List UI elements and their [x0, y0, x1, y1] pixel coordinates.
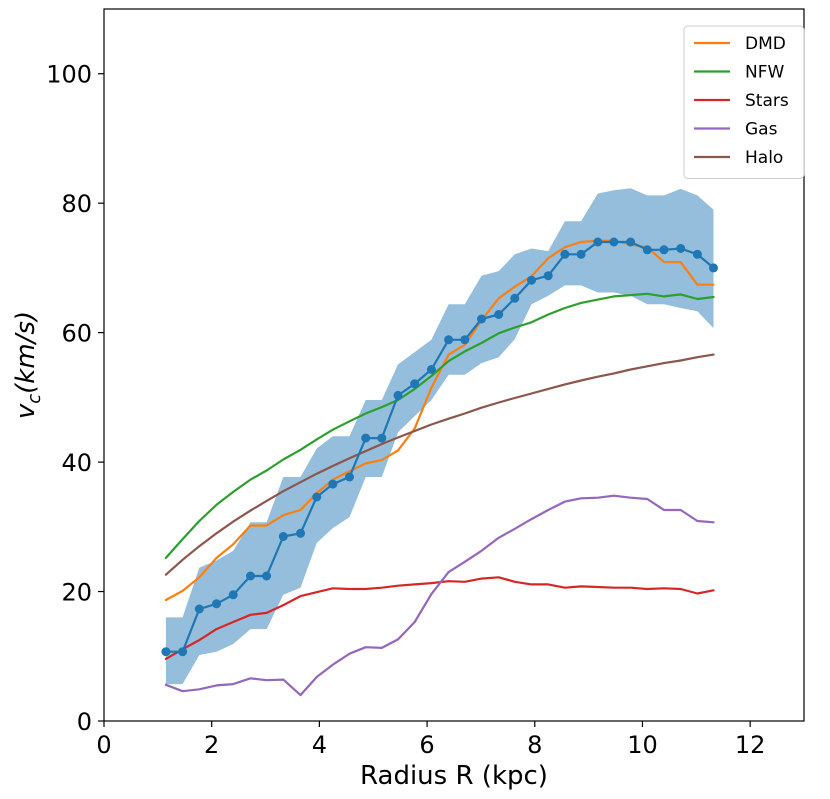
observed-point [510, 293, 520, 303]
legend-label-dmd: DMD [745, 34, 786, 54]
legend-items: DMD NFW Stars Gas Halo [694, 34, 789, 168]
series-line-gas [164, 494, 715, 697]
x-tick-label: 10 [627, 731, 658, 759]
observed-point [609, 237, 619, 247]
observed-point [527, 275, 536, 285]
y-tick-label: 100 [46, 61, 92, 89]
observed-point [262, 571, 272, 581]
observed-point [212, 599, 221, 609]
observed-point [692, 249, 702, 259]
observed-point [361, 433, 371, 443]
legend-box [683, 25, 805, 179]
observed-point [228, 590, 238, 600]
x-tick-label: 12 [735, 731, 766, 759]
observed-point [460, 335, 470, 345]
observed-point [410, 379, 420, 389]
legend: DMD NFW Stars Gas Halo [683, 25, 805, 179]
x-axis-ticks: 0 2 4 6 8 10 12 [96, 721, 765, 759]
x-tick-label: 4 [312, 731, 327, 759]
observed-point [444, 335, 454, 345]
observed-point [278, 532, 288, 541]
observed-point [178, 647, 188, 657]
observed-uncertainty-band [165, 188, 714, 685]
observed-point [543, 271, 553, 281]
legend-label-gas: Gas [745, 120, 778, 140]
y-axis-ticks: 0 20 40 60 80 100 [46, 61, 104, 736]
observed-point [312, 492, 322, 502]
series-line-halo [164, 353, 715, 576]
observed-point [296, 528, 305, 538]
observed-point [477, 314, 486, 324]
observed-point [576, 249, 586, 259]
x-axis-title: Radius R (kpc) [360, 761, 548, 791]
observed-point [393, 390, 403, 400]
y-tick-label: 60 [61, 320, 92, 348]
legend-label-stars: Stars [745, 91, 789, 111]
observed-point [642, 245, 652, 255]
observed-point [560, 249, 570, 259]
plot-frame [103, 8, 805, 722]
observed-point [377, 433, 387, 443]
observed-point [161, 647, 171, 657]
y-tick-label: 20 [61, 579, 92, 607]
y-tick-label: 40 [61, 449, 92, 477]
y-axis-title-units: (km/s) [11, 311, 41, 394]
x-tick-label: 8 [527, 731, 542, 759]
y-tick-label: 0 [77, 708, 92, 736]
observed-point [626, 237, 636, 247]
observed-point [345, 472, 354, 482]
y-axis-title: vc(km/s) [11, 311, 45, 419]
x-tick-label: 6 [419, 731, 434, 759]
y-axis-title-subscript: c [24, 394, 45, 404]
y-tick-label: 80 [61, 190, 92, 218]
observed-point [328, 479, 338, 489]
x-tick-label: 2 [204, 731, 219, 759]
observed-point [676, 244, 686, 253]
observed-point [246, 571, 255, 581]
observed-line [165, 240, 715, 653]
observed-series-layer [161, 237, 718, 657]
observed-point [194, 604, 204, 614]
y-axis-title-main: v [11, 403, 41, 419]
x-tick-label: 0 [96, 731, 111, 759]
legend-label-nfw: NFW [745, 63, 784, 83]
observed-uncertainty-band-layer [165, 188, 714, 685]
series-line-nfw [164, 292, 715, 560]
observed-point [426, 365, 436, 374]
observed-point [593, 237, 603, 247]
observed-point [709, 263, 718, 273]
legend-label-halo: Halo [745, 148, 783, 168]
observed-point [494, 310, 504, 319]
observed-point [659, 245, 669, 255]
